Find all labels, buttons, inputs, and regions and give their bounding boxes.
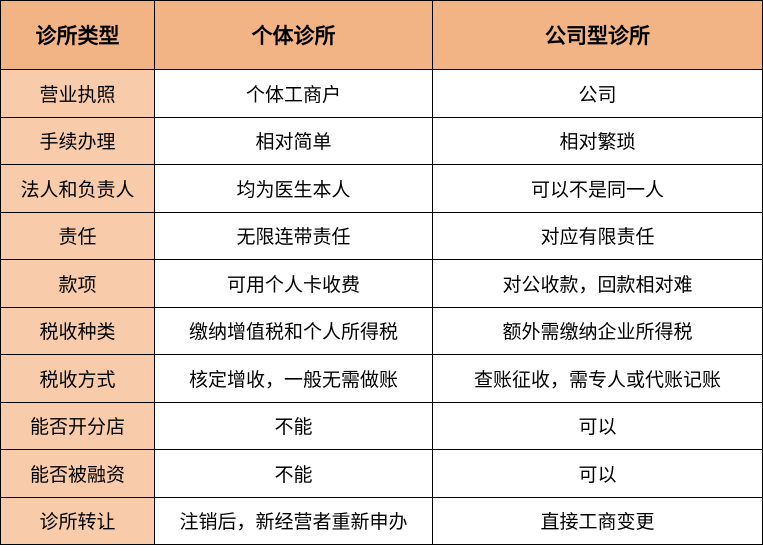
table-row: 手续办理 相对简单 相对繁琐 xyxy=(0,116,763,165)
company-clinic-cell: 对公收款，回款相对难 xyxy=(432,259,763,308)
table-row: 营业执照 个体工商户 公司 xyxy=(0,69,763,118)
table-row: 诊所转让 注销后，新经营者重新申办 直接工商变更 xyxy=(0,496,763,545)
table-row: 法人和负责人 均为医生本人 可以不是同一人 xyxy=(0,164,763,213)
individual-clinic-cell: 缴纳增值税和个人所得税 xyxy=(154,306,433,355)
individual-clinic-cell: 可用个人卡收费 xyxy=(154,259,433,308)
table-row: 款项 可用个人卡收费 对公收款，回款相对难 xyxy=(0,259,763,308)
company-clinic-cell: 对应有限责任 xyxy=(432,211,763,260)
individual-clinic-cell: 不能 xyxy=(154,401,433,450)
company-clinic-cell: 可以 xyxy=(432,449,763,498)
row-label-cell: 法人和负责人 xyxy=(0,164,155,213)
company-clinic-cell: 公司 xyxy=(432,69,763,118)
header-row: 诊所类型 个体诊所 公司型诊所 xyxy=(0,0,763,70)
individual-clinic-cell: 均为医生本人 xyxy=(154,164,433,213)
individual-clinic-cell: 相对简单 xyxy=(154,116,433,165)
row-label-cell: 税收种类 xyxy=(0,306,155,355)
individual-clinic-cell: 无限连带责任 xyxy=(154,211,433,260)
table-row: 税收种类 缴纳增值税和个人所得税 额外需缴纳企业所得税 xyxy=(0,306,763,355)
row-label-cell: 税收方式 xyxy=(0,354,155,403)
row-label-cell: 款项 xyxy=(0,259,155,308)
table-row: 能否被融资 不能 可以 xyxy=(0,449,763,498)
company-clinic-cell: 查账征收，需专人或代账记账 xyxy=(432,354,763,403)
row-label-cell: 责任 xyxy=(0,211,155,260)
row-label-cell: 能否开分店 xyxy=(0,401,155,450)
individual-clinic-cell: 注销后，新经营者重新申办 xyxy=(154,496,433,545)
row-label-cell: 营业执照 xyxy=(0,69,155,118)
company-clinic-cell: 可以不是同一人 xyxy=(432,164,763,213)
table-row: 责任 无限连带责任 对应有限责任 xyxy=(0,211,763,260)
company-clinic-cell: 可以 xyxy=(432,401,763,450)
header-clinic-type: 诊所类型 xyxy=(0,0,155,70)
individual-clinic-cell: 不能 xyxy=(154,449,433,498)
table-row: 税收方式 核定增收，一般无需做账 查账征收，需专人或代账记账 xyxy=(0,354,763,403)
table-row: 能否开分店 不能 可以 xyxy=(0,401,763,450)
company-clinic-cell: 额外需缴纳企业所得税 xyxy=(432,306,763,355)
row-label-cell: 手续办理 xyxy=(0,116,155,165)
header-individual-clinic: 个体诊所 xyxy=(154,0,433,70)
company-clinic-cell: 直接工商变更 xyxy=(432,496,763,545)
individual-clinic-cell: 个体工商户 xyxy=(154,69,433,118)
header-company-clinic: 公司型诊所 xyxy=(432,0,763,70)
row-label-cell: 能否被融资 xyxy=(0,449,155,498)
row-label-cell: 诊所转让 xyxy=(0,496,155,545)
individual-clinic-cell: 核定增收，一般无需做账 xyxy=(154,354,433,403)
company-clinic-cell: 相对繁琐 xyxy=(432,116,763,165)
